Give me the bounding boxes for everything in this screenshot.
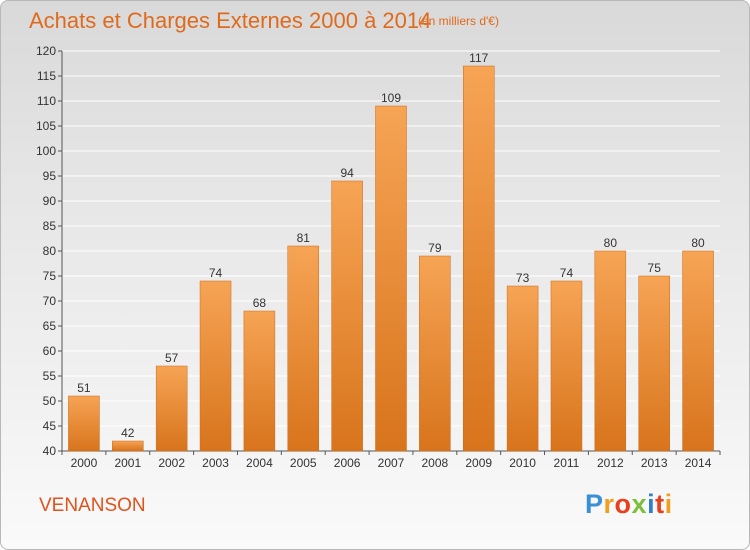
bar	[331, 180, 363, 452]
y-tick-label: 80	[43, 244, 57, 258]
value-labels: 51 42 57 74 68 81 94 109 79 117 73 74 80 75 80	[77, 51, 705, 440]
y-tick-label: 70	[43, 294, 57, 308]
logo-letter: x	[631, 489, 648, 519]
bar-value-label: 75	[648, 261, 662, 275]
bar	[638, 275, 670, 452]
x-tick-label: 2000	[71, 456, 98, 470]
bar	[112, 440, 144, 452]
x-tick-label: 2011	[554, 456, 580, 470]
logo-letter: r	[603, 489, 615, 519]
bar-value-label: 94	[340, 166, 354, 180]
bar	[199, 280, 232, 452]
bar	[155, 365, 188, 452]
bar-value-label: 79	[428, 241, 442, 255]
chart-subtitle: (en milliers d'€)	[418, 14, 499, 28]
bar-value-label: 74	[209, 266, 223, 280]
bar	[462, 65, 495, 452]
bars	[68, 65, 714, 452]
y-tick-label: 45	[43, 419, 57, 433]
commune-name: VENANSON	[39, 495, 146, 516]
y-tick-label: 40	[43, 444, 57, 458]
bar-value-label: 73	[516, 271, 530, 285]
y-tick-label: 60	[43, 344, 57, 358]
bar-value-label: 42	[121, 426, 135, 440]
logo-letter: t	[655, 489, 665, 519]
y-tick-label: 65	[43, 319, 57, 333]
y-tick-label: 110	[37, 94, 56, 108]
bar	[375, 105, 407, 452]
x-tick-label: 2002	[158, 456, 185, 470]
x-tick-label: 2009	[465, 456, 492, 470]
y-tick-label: 75	[43, 269, 57, 283]
y-tick-label: 115	[37, 69, 56, 83]
bar	[243, 310, 276, 452]
y-tick-label: 120	[36, 44, 56, 58]
bar	[550, 280, 583, 452]
x-tick-label: 2014	[685, 456, 712, 470]
logo-letter: i	[664, 489, 673, 519]
bar-value-label: 117	[469, 51, 488, 65]
proxiti-logo: Proxiti	[585, 489, 673, 520]
y-tick-label: 95	[43, 169, 57, 183]
y-tick-label: 105	[36, 119, 56, 133]
x-tick-label: 2008	[422, 456, 449, 470]
logo-letter: o	[614, 489, 632, 519]
x-tick-label: 2013	[641, 456, 668, 470]
logo-letter: P	[585, 489, 604, 519]
logo-letter: i	[647, 489, 656, 519]
bar	[68, 395, 100, 452]
bar-value-label: 51	[77, 381, 91, 395]
chart-title: Achats et Charges Externes 2000 à 2014	[29, 8, 432, 33]
x-tick-label: 2012	[597, 456, 624, 470]
bar	[594, 250, 627, 452]
x-tick-label: 2007	[378, 456, 405, 470]
y-tick-labels: 40 45 50 55 60 65 70 75 80 85 90 95 100 105 110 115 120	[36, 44, 56, 458]
x-tick-label: 2003	[202, 456, 229, 470]
x-tick-labels: 2000 2001 2002 2003 2004 2005 2006 2007 2008 2009…	[71, 456, 712, 470]
bar	[506, 285, 539, 452]
y-tick-label: 55	[43, 369, 57, 383]
bar-value-label: 68	[253, 296, 267, 310]
bar-value-label: 80	[691, 236, 705, 250]
x-tick-label: 2001	[114, 456, 141, 470]
y-tick-label: 85	[43, 219, 57, 233]
bar	[419, 255, 451, 452]
bar-value-label: 80	[604, 236, 618, 250]
bar-value-label: 109	[381, 91, 401, 105]
y-tick-label: 100	[36, 144, 56, 158]
bar-value-label: 74	[560, 266, 574, 280]
x-tick-label: 2006	[334, 456, 361, 470]
bar-value-label: 81	[297, 231, 311, 245]
x-tick-label: 2005	[290, 456, 317, 470]
bar	[287, 245, 320, 452]
x-tick-label: 2010	[509, 456, 536, 470]
y-tick-label: 50	[43, 394, 57, 408]
x-tick-label: 2004	[246, 456, 273, 470]
bar	[682, 250, 714, 452]
bar-value-label: 57	[165, 351, 179, 365]
y-tick-label: 90	[43, 194, 57, 208]
